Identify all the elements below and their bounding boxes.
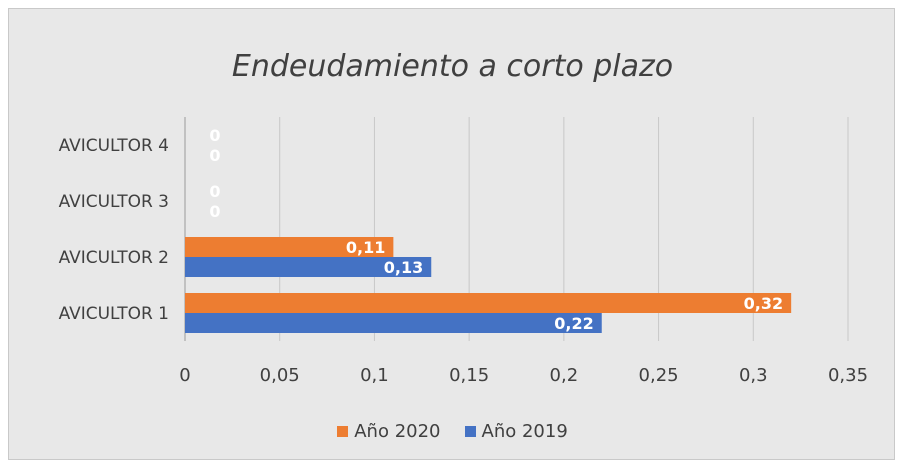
x-tick-label: 0,05: [260, 365, 300, 386]
data-label: 0,11: [346, 238, 385, 257]
legend: Año 2020 Año 2019: [9, 421, 896, 442]
data-label: 0: [209, 182, 220, 201]
legend-label: Año 2019: [481, 421, 568, 442]
legend-item: Año 2020: [337, 421, 441, 442]
y-category-label: AVICULTOR 2: [59, 248, 169, 268]
legend-item: Año 2019: [464, 421, 568, 442]
chart-title: Endeudamiento a corto plazo: [231, 49, 674, 84]
data-label: 0,22: [554, 314, 593, 333]
bar: [185, 237, 394, 257]
x-tick-label: 0: [179, 365, 190, 386]
data-label: 0,13: [384, 258, 423, 277]
bar-chart: 0 0,05 0,1 0,15 0,2 0,25 0,3 0,35 AVICULTOR 1 0,3…: [59, 117, 868, 386]
legend-swatch: [464, 426, 476, 437]
data-label: 0: [209, 202, 220, 221]
bar: [185, 293, 792, 313]
data-label: 0: [209, 126, 220, 145]
x-tick-label: 0,25: [639, 365, 679, 386]
x-tick-label: 0,35: [828, 365, 868, 386]
data-label: 0,32: [744, 294, 783, 313]
x-tick-label: 0,15: [449, 365, 489, 386]
x-tick-label: 0,2: [550, 365, 579, 386]
data-label: 0: [209, 146, 220, 165]
x-tick-label: 0,3: [739, 365, 768, 386]
x-tick-label: 0,1: [360, 365, 389, 386]
bar: [185, 313, 602, 333]
bar: [185, 257, 432, 277]
legend-label: Año 2020: [354, 421, 441, 442]
y-category-label: AVICULTOR 3: [59, 192, 169, 212]
legend-swatch: [337, 426, 349, 437]
y-category-label: AVICULTOR 1: [59, 304, 169, 324]
y-category-label: AVICULTOR 4: [59, 136, 169, 156]
chart-frame: Endeudamiento a corto plazo 0 0,05 0,1 0,15…: [8, 8, 895, 460]
